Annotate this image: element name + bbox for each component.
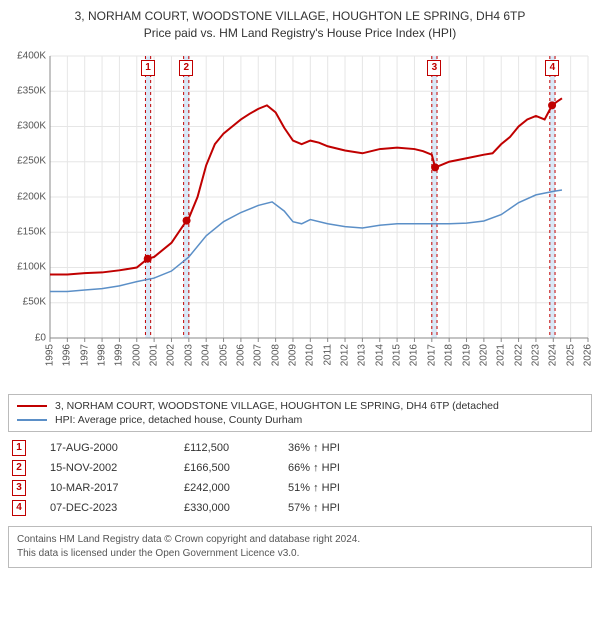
x-tick-label: 2006 [235, 344, 246, 366]
y-tick-label: £250K [8, 156, 50, 167]
chart-container: £0 £50K £100K £150K £200K £250K £300K £350K £400… [8, 50, 592, 390]
x-tick-label: 2016 [409, 344, 420, 366]
x-tick-label: 2002 [166, 344, 177, 366]
transaction-date: 10-MAR-2017 [50, 482, 160, 494]
x-tick-label: 2018 [444, 344, 455, 366]
x-tick-label: 2017 [426, 344, 437, 366]
x-tick-label: 2025 [565, 344, 576, 366]
transaction-pct: 51% ↑ HPI [288, 482, 378, 494]
x-tick-label: 2019 [461, 344, 472, 366]
transaction-date: 17-AUG-2000 [50, 442, 160, 454]
x-tick-label: 2012 [340, 344, 351, 366]
x-tick-label: 1998 [97, 344, 108, 366]
legend-row: HPI: Average price, detached house, Coun… [17, 413, 583, 427]
legend-box: 3, NORHAM COURT, WOODSTONE VILLAGE, HOUG… [8, 394, 592, 432]
y-tick-label: £300K [8, 121, 50, 132]
transaction-price: £330,000 [184, 502, 264, 514]
transaction-price: £242,000 [184, 482, 264, 494]
transaction-pct: 66% ↑ HPI [288, 462, 378, 474]
transaction-pct: 57% ↑ HPI [288, 502, 378, 514]
x-tick-label: 2000 [131, 344, 142, 366]
x-tick-label: 1995 [45, 344, 56, 366]
footer-line2: This data is licensed under the Open Gov… [17, 547, 583, 561]
transaction-date: 07-DEC-2023 [50, 502, 160, 514]
transaction-index: 1 [12, 440, 26, 456]
title-address: 3, NORHAM COURT, WOODSTONE VILLAGE, HOUG… [8, 8, 592, 25]
x-tick-label: 2001 [149, 344, 160, 366]
legend-label: HPI: Average price, detached house, Coun… [55, 414, 302, 426]
marker-label: 3 [427, 60, 441, 76]
footer-attribution: Contains HM Land Registry data © Crown c… [8, 526, 592, 568]
legend-label: 3, NORHAM COURT, WOODSTONE VILLAGE, HOUG… [55, 400, 499, 412]
x-tick-label: 2026 [583, 344, 594, 366]
transaction-index: 2 [12, 460, 26, 476]
x-tick-label: 2021 [496, 344, 507, 366]
x-tick-label: 1996 [62, 344, 73, 366]
x-tick-label: 2009 [287, 344, 298, 366]
transaction-pct: 36% ↑ HPI [288, 442, 378, 454]
x-tick-label: 2013 [357, 344, 368, 366]
x-tick-label: 2008 [270, 344, 281, 366]
y-tick-label: £100K [8, 262, 50, 273]
transaction-price: £112,500 [184, 442, 264, 454]
marker-label: 2 [179, 60, 193, 76]
title-subtitle: Price paid vs. HM Land Registry's House … [8, 25, 592, 42]
x-tick-label: 2015 [392, 344, 403, 366]
chart-title-block: 3, NORHAM COURT, WOODSTONE VILLAGE, HOUG… [8, 8, 592, 42]
x-tick-label: 2010 [305, 344, 316, 366]
transaction-row: 4 07-DEC-2023 £330,000 57% ↑ HPI [8, 498, 592, 518]
x-tick-label: 2022 [513, 344, 524, 366]
transaction-row: 1 17-AUG-2000 £112,500 36% ↑ HPI [8, 438, 592, 458]
legend-swatch [17, 419, 47, 421]
x-tick-label: 2007 [253, 344, 264, 366]
y-tick-label: £400K [8, 50, 50, 61]
legend-row: 3, NORHAM COURT, WOODSTONE VILLAGE, HOUG… [17, 399, 583, 413]
transaction-price: £166,500 [184, 462, 264, 474]
transaction-index: 3 [12, 480, 26, 496]
x-tick-label: 2011 [322, 344, 333, 366]
transaction-row: 3 10-MAR-2017 £242,000 51% ↑ HPI [8, 478, 592, 498]
transactions-table: 1 17-AUG-2000 £112,500 36% ↑ HPI 2 15-NOV-200… [8, 438, 592, 518]
footer-line1: Contains HM Land Registry data © Crown c… [17, 533, 583, 547]
marker-label: 4 [545, 60, 559, 76]
legend-swatch [17, 405, 47, 407]
x-tick-label: 1999 [114, 344, 125, 366]
y-tick-label: £150K [8, 226, 50, 237]
transaction-date: 15-NOV-2002 [50, 462, 160, 474]
x-tick-label: 2005 [218, 344, 229, 366]
y-tick-label: £200K [8, 191, 50, 202]
y-tick-label: £50K [8, 297, 50, 308]
y-tick-label: £0 [8, 332, 50, 343]
x-tick-label: 2020 [478, 344, 489, 366]
y-tick-label: £350K [8, 85, 50, 96]
x-tick-label: 2023 [530, 344, 541, 366]
x-tick-label: 2003 [183, 344, 194, 366]
marker-label: 1 [141, 60, 155, 76]
chart-svg [8, 50, 592, 390]
transaction-row: 2 15-NOV-2002 £166,500 66% ↑ HPI [8, 458, 592, 478]
x-tick-label: 1997 [79, 344, 90, 366]
x-tick-label: 2014 [374, 344, 385, 366]
x-tick-label: 2004 [201, 344, 212, 366]
x-tick-label: 2024 [548, 344, 559, 366]
transaction-index: 4 [12, 500, 26, 516]
